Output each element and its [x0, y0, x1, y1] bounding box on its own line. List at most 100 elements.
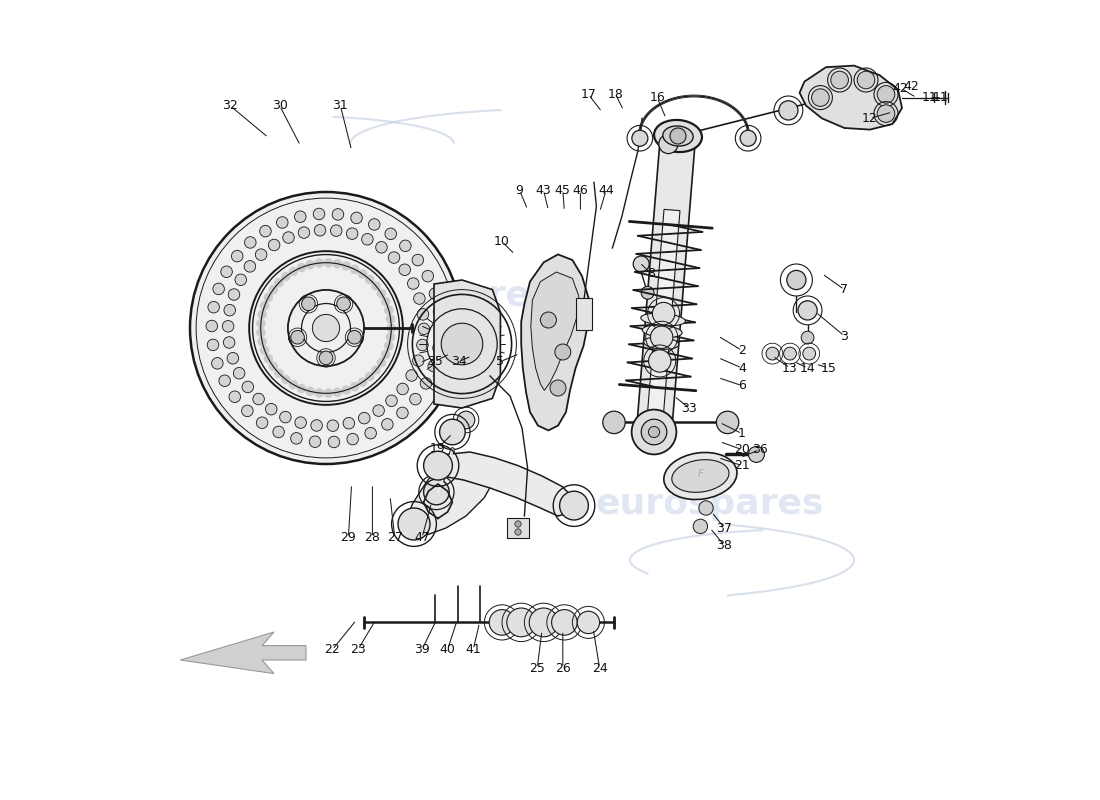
Circle shape [424, 479, 449, 505]
Circle shape [244, 237, 256, 248]
Text: 4: 4 [738, 362, 746, 374]
Text: 33: 33 [681, 402, 697, 414]
Circle shape [288, 380, 298, 390]
Circle shape [578, 611, 600, 634]
Circle shape [648, 426, 660, 438]
Circle shape [255, 249, 267, 261]
Text: 21: 21 [734, 459, 750, 472]
Circle shape [779, 101, 798, 120]
Circle shape [298, 227, 310, 238]
Circle shape [290, 330, 305, 344]
Circle shape [256, 417, 268, 429]
Ellipse shape [641, 314, 685, 326]
Text: 6: 6 [738, 379, 746, 392]
Circle shape [206, 320, 218, 332]
Text: 36: 36 [751, 443, 768, 456]
Circle shape [327, 420, 339, 431]
Text: 18: 18 [607, 88, 624, 101]
Circle shape [371, 365, 381, 374]
Circle shape [227, 353, 239, 364]
Circle shape [418, 323, 430, 334]
Circle shape [382, 418, 393, 430]
Text: 19: 19 [430, 442, 446, 454]
Circle shape [358, 269, 367, 278]
Circle shape [323, 258, 333, 267]
Circle shape [190, 192, 462, 464]
Circle shape [283, 232, 295, 243]
Circle shape [332, 259, 342, 269]
Circle shape [388, 252, 399, 263]
Circle shape [877, 86, 894, 103]
Circle shape [603, 411, 625, 434]
Text: 44: 44 [598, 184, 614, 197]
Circle shape [407, 278, 419, 290]
Text: 3: 3 [840, 330, 848, 342]
Circle shape [306, 260, 315, 270]
Text: 27: 27 [387, 531, 403, 544]
Text: 25: 25 [529, 662, 546, 674]
Circle shape [560, 491, 588, 520]
Circle shape [386, 323, 396, 333]
Circle shape [288, 266, 298, 276]
Circle shape [365, 372, 374, 382]
Circle shape [399, 264, 410, 275]
Circle shape [417, 309, 429, 320]
Circle shape [337, 297, 351, 310]
Circle shape [213, 283, 224, 294]
Circle shape [274, 369, 284, 378]
Circle shape [371, 282, 381, 291]
Circle shape [428, 360, 439, 372]
Circle shape [223, 337, 235, 348]
Circle shape [801, 331, 814, 344]
Text: 30: 30 [272, 99, 287, 112]
Circle shape [409, 394, 421, 405]
Circle shape [297, 384, 306, 394]
Circle shape [219, 375, 230, 386]
Circle shape [222, 321, 234, 332]
Polygon shape [431, 452, 575, 516]
Circle shape [551, 610, 578, 635]
Circle shape [515, 521, 521, 527]
Circle shape [211, 358, 223, 369]
Text: F: F [697, 469, 703, 478]
Circle shape [376, 358, 386, 367]
Circle shape [348, 330, 361, 344]
Circle shape [412, 254, 424, 266]
Ellipse shape [663, 453, 737, 499]
Text: eurospares: eurospares [323, 279, 552, 313]
Text: 20: 20 [734, 443, 750, 456]
Circle shape [256, 328, 266, 338]
Circle shape [207, 339, 219, 350]
Text: 15: 15 [821, 362, 836, 374]
Polygon shape [646, 210, 680, 433]
Text: 10: 10 [494, 235, 510, 248]
Circle shape [295, 417, 307, 428]
Text: 9: 9 [516, 184, 524, 197]
Text: 16: 16 [649, 91, 666, 104]
Circle shape [766, 347, 779, 360]
Circle shape [385, 228, 396, 240]
Polygon shape [637, 134, 695, 434]
Circle shape [244, 261, 255, 272]
Circle shape [359, 412, 370, 424]
Circle shape [698, 501, 713, 515]
Circle shape [412, 355, 425, 366]
Circle shape [490, 610, 515, 635]
Circle shape [433, 306, 444, 318]
Circle shape [631, 130, 648, 146]
Circle shape [260, 346, 270, 355]
Text: 14: 14 [800, 362, 815, 374]
Circle shape [830, 71, 848, 89]
Circle shape [381, 297, 390, 306]
Circle shape [341, 386, 351, 395]
Circle shape [276, 217, 288, 228]
Ellipse shape [654, 120, 702, 152]
Circle shape [231, 250, 243, 262]
Polygon shape [800, 66, 902, 130]
Circle shape [274, 278, 284, 287]
Circle shape [315, 258, 324, 268]
Circle shape [786, 270, 806, 290]
FancyBboxPatch shape [507, 518, 529, 538]
Circle shape [265, 403, 277, 415]
Ellipse shape [642, 325, 682, 338]
